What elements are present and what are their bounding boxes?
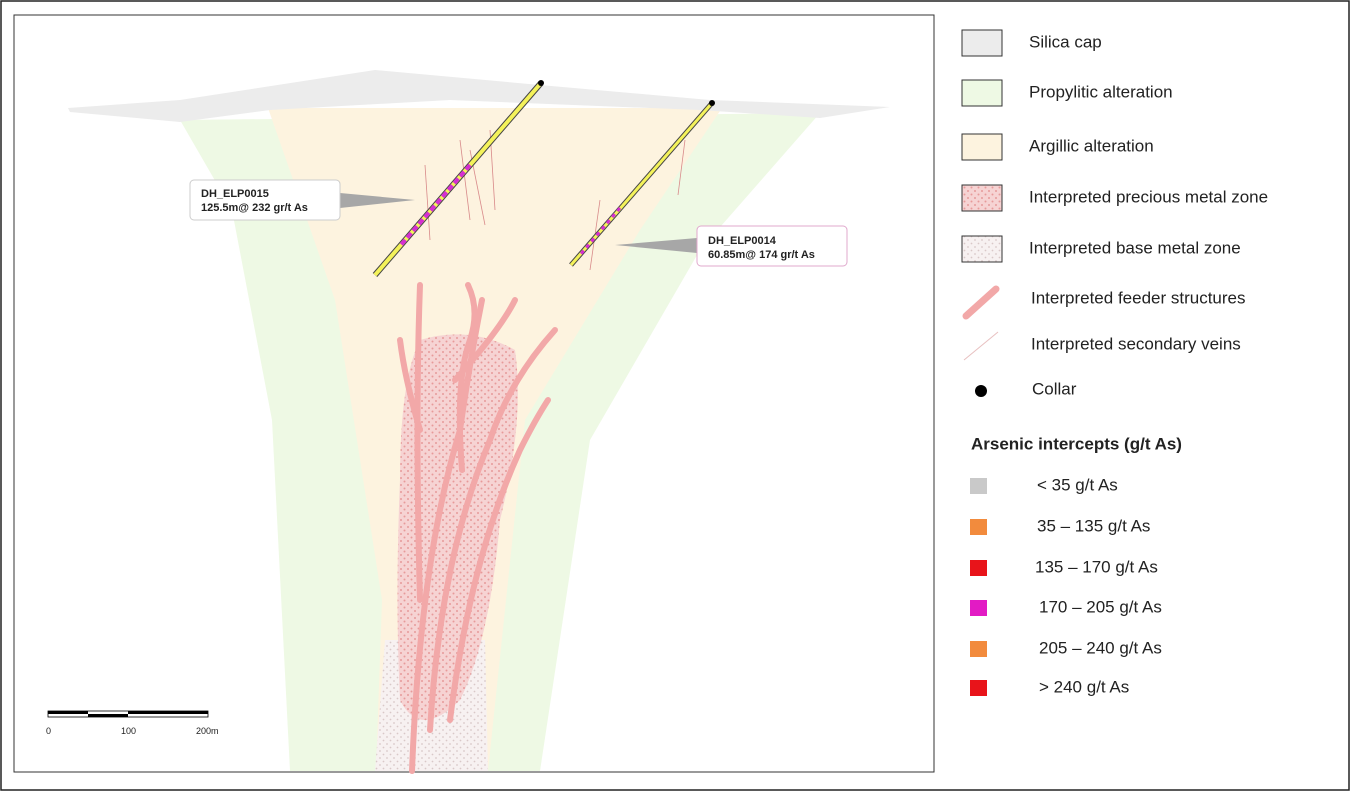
legend-label: Propylitic alteration <box>1029 82 1173 101</box>
legend: Silica cap Propylitic alteration Argilli… <box>961 29 1268 696</box>
scale-label: 100 <box>121 726 136 736</box>
legend-label: Interpreted base metal zone <box>1029 238 1241 257</box>
hole-name: DH_ELP0014 <box>708 235 777 247</box>
legend-label: 135 – 170 g/t As <box>1035 557 1158 576</box>
hole-name: DH_ELP0015 <box>201 188 269 200</box>
legend-label: 170 – 205 g/t As <box>1039 597 1162 616</box>
legend-label: 205 – 240 g/t As <box>1039 638 1162 657</box>
legend-label: 35 – 135 g/t As <box>1037 516 1150 535</box>
legend-label: < 35 g/t As <box>1037 475 1118 494</box>
legend-label: Interpreted precious metal zone <box>1029 187 1268 206</box>
legend-label: > 240 g/t As <box>1039 677 1129 696</box>
section-map: DH_ELP0015 125.5m@ 232 gr/t As DH_ELP001… <box>13 14 935 774</box>
feeder-structures <box>397 282 558 774</box>
legend-label: Collar <box>1032 379 1077 398</box>
legend-label: Silica cap <box>1029 32 1102 51</box>
legend-label: Interpreted feeder structures <box>1031 288 1246 307</box>
legend-label: Interpreted secondary veins <box>1031 334 1241 353</box>
callout: DH_ELP0015 125.5m@ 232 gr/t As <box>189 179 415 221</box>
legend-label: Argillic alteration <box>1029 136 1154 155</box>
silica-cap <box>68 70 890 122</box>
scale-label: 0 <box>46 726 51 736</box>
intercept: 60.85m@ 174 gr/t As <box>708 249 815 261</box>
intercept: 125.5m@ 232 gr/t As <box>201 202 308 214</box>
callout: DH_ELP0014 60.85m@ 174 gr/t As <box>615 225 848 267</box>
scale-bar: 0 100 200m <box>46 710 219 736</box>
legend-title: Arsenic intercepts (g/t As) <box>971 434 1182 453</box>
drill-holes <box>372 80 715 277</box>
scale-label: 200m <box>196 726 219 736</box>
